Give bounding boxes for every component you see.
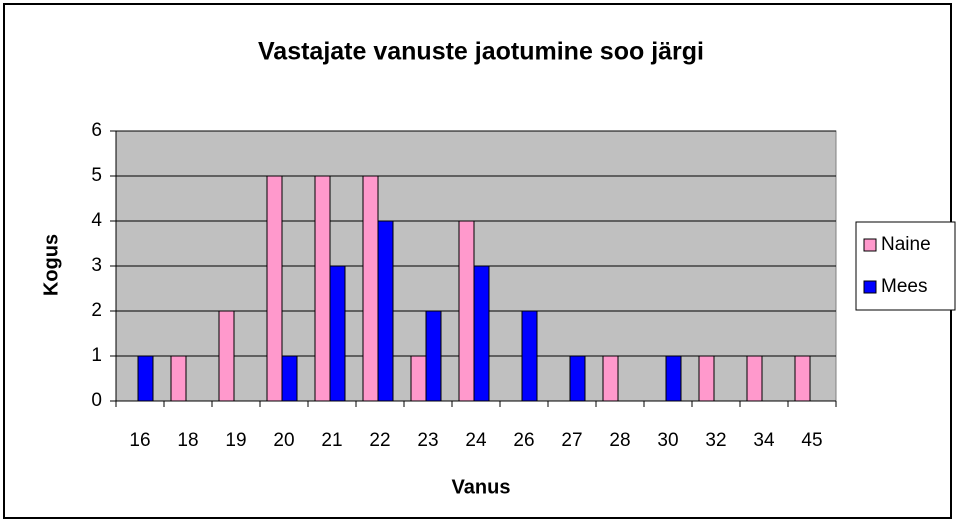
bar xyxy=(473,265,490,402)
x-tick-label: 22 xyxy=(369,430,390,451)
bar xyxy=(377,220,394,402)
bar xyxy=(425,310,442,402)
bar xyxy=(458,220,475,402)
bar xyxy=(602,355,619,402)
x-axis-label: Vanus xyxy=(452,476,511,498)
bar xyxy=(314,175,331,402)
y-tick-label: 3 xyxy=(91,255,102,276)
bar xyxy=(521,310,538,402)
bar xyxy=(698,355,715,402)
y-tick-label: 4 xyxy=(91,210,102,231)
bar xyxy=(281,355,298,402)
x-tick-label: 26 xyxy=(513,430,534,451)
x-tick-label: 32 xyxy=(705,430,726,451)
chart-title: Vastajate vanuste jaotumine soo järgi xyxy=(258,38,704,66)
x-tick-label: 23 xyxy=(417,430,438,451)
y-tick-label: 0 xyxy=(91,390,102,411)
x-tick-label: 18 xyxy=(177,430,198,451)
bar xyxy=(170,355,187,402)
legend xyxy=(855,221,956,311)
bar xyxy=(665,355,682,402)
x-tick-label: 28 xyxy=(609,430,630,451)
bar xyxy=(137,355,154,402)
legend-swatch xyxy=(863,280,877,294)
y-tick-label: 6 xyxy=(91,120,102,141)
legend-label: Mees xyxy=(881,276,927,297)
x-tick-label: 19 xyxy=(225,430,246,451)
x-tick-label: 34 xyxy=(753,430,775,451)
legend-swatch xyxy=(863,238,877,252)
bar xyxy=(410,355,427,402)
y-axis-label: Kogus xyxy=(40,234,62,296)
bar xyxy=(569,355,586,402)
x-tick-label: 24 xyxy=(465,430,487,451)
x-tick-label: 20 xyxy=(273,430,294,451)
y-tick-label: 1 xyxy=(91,345,102,366)
bar xyxy=(329,265,346,402)
x-tick-label: 45 xyxy=(801,430,822,451)
x-tick-label: 16 xyxy=(129,430,150,451)
bar xyxy=(266,175,283,402)
x-tick-label: 30 xyxy=(657,430,678,451)
bar xyxy=(362,175,379,402)
bar xyxy=(746,355,763,402)
x-tick-label: 21 xyxy=(321,430,342,451)
y-tick-label: 2 xyxy=(91,300,102,321)
bar xyxy=(218,310,235,402)
bar xyxy=(794,355,811,402)
x-tick-label: 27 xyxy=(561,430,582,451)
legend-label: Naine xyxy=(881,234,931,255)
y-tick-label: 5 xyxy=(91,165,102,186)
